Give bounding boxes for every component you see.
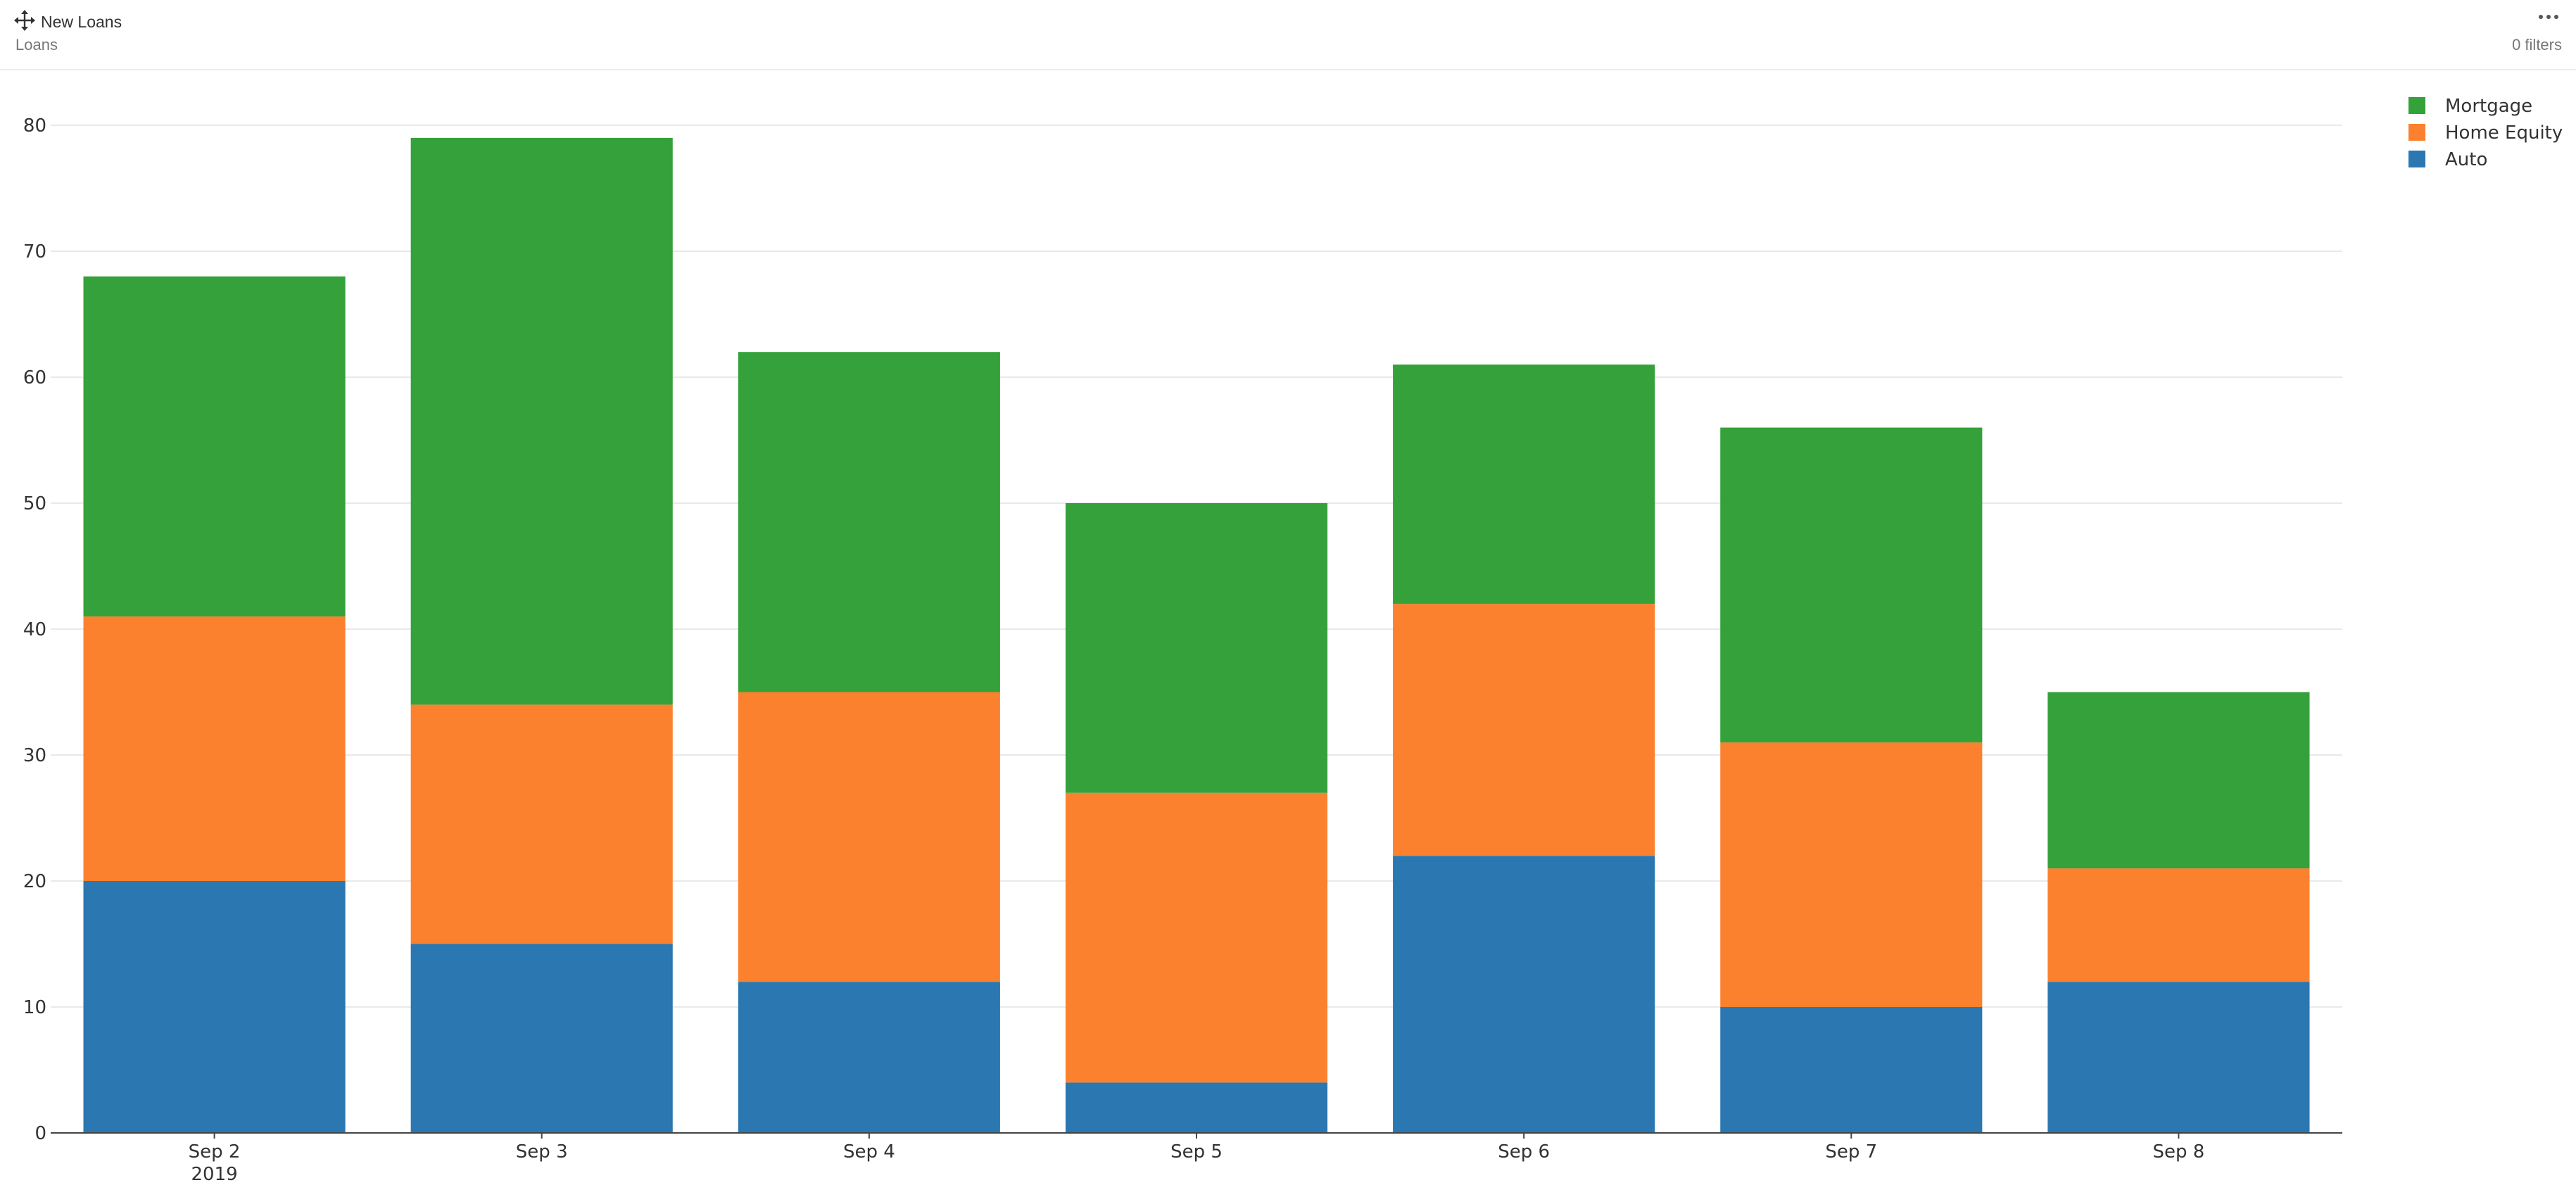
bar-segment-mortgage[interactable] [2047,692,2310,869]
bar-segment-auto[interactable] [2047,982,2310,1133]
bar-segment-home-equity[interactable] [83,616,346,881]
legend-label: Home Equity [2445,122,2563,144]
x-tick-label: Sep 2 [189,1141,241,1162]
y-tick-label: 60 [23,367,46,388]
legend-label: Mortgage [2445,96,2532,117]
bar-segment-home-equity[interactable] [1393,604,1655,856]
panel-title: New Loans [41,13,122,31]
bars [83,137,2310,1134]
y-tick-label: 70 [23,241,46,262]
legend: Mortgage Home Equity Auto [2408,96,2563,170]
bar-segment-auto[interactable] [83,881,346,1133]
x-tick-label: Sep 6 [1498,1141,1550,1162]
bar-segment-home-equity[interactable] [2047,868,2310,982]
x-tick-sublabel: 2019 [191,1164,237,1185]
bar-segment-home-equity[interactable] [410,704,673,944]
legend-swatch [2408,97,2425,114]
bar-segment-mortgage[interactable] [1720,427,1983,743]
x-tick-label: Sep 3 [516,1141,568,1162]
legend-label: Auto [2445,149,2487,170]
x-tick-label: Sep 7 [1825,1141,1877,1162]
legend-item-home-equity[interactable]: Home Equity [2408,122,2563,144]
legend-swatch [2408,124,2425,141]
legend-item-mortgage[interactable]: Mortgage [2408,96,2532,117]
bar-segment-mortgage[interactable] [1065,503,1328,793]
bar-segment-auto[interactable] [410,944,673,1134]
move-icon[interactable] [14,10,35,31]
x-tick-label: Sep 5 [1170,1141,1223,1162]
bar-segment-home-equity[interactable] [1065,792,1328,1083]
x-tick-label: Sep 8 [2153,1141,2205,1162]
y-tick-label: 50 [23,493,46,514]
panel-header: New Loans Loans 0 filters [0,0,2576,70]
x-tick-label: Sep 4 [843,1141,895,1162]
y-tick-label: 20 [23,871,46,892]
y-tick-label: 10 [23,997,46,1018]
bar-segment-mortgage[interactable] [410,137,673,705]
y-tick-label: 40 [23,619,46,640]
bar-segment-mortgage[interactable] [1393,365,1655,604]
filters-count[interactable]: 0 filters [2512,36,2562,53]
y-tick-label: 0 [34,1123,46,1144]
bar-segment-home-equity[interactable] [738,692,1000,982]
bar-segment-mortgage[interactable] [83,276,346,617]
legend-item-auto[interactable]: Auto [2408,149,2487,170]
bar-segment-auto[interactable] [1065,1082,1328,1133]
more-horizontal-icon[interactable] [2537,10,2561,27]
bar-segment-auto[interactable] [738,982,1000,1133]
legend-swatch [2408,151,2425,167]
y-tick-label: 30 [23,745,46,766]
y-tick-label: 80 [23,115,46,137]
bar-segment-auto[interactable] [1393,856,1655,1133]
bar-segment-auto[interactable] [1720,1007,1983,1133]
bar-segment-home-equity[interactable] [1720,742,1983,1007]
bar-segment-mortgage[interactable] [738,352,1000,692]
panel-subtitle: Loans [15,36,58,53]
